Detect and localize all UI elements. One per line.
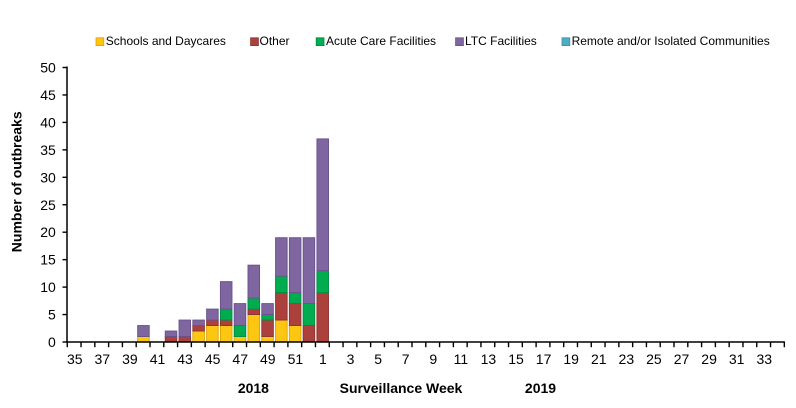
svg-text:45: 45 <box>40 87 56 103</box>
svg-text:15: 15 <box>40 252 56 268</box>
svg-text:29: 29 <box>701 351 717 367</box>
svg-text:27: 27 <box>674 351 690 367</box>
svg-text:51: 51 <box>288 351 304 367</box>
svg-text:31: 31 <box>729 351 745 367</box>
svg-text:50: 50 <box>40 60 56 76</box>
svg-text:39: 39 <box>122 351 138 367</box>
svg-text:21: 21 <box>591 351 607 367</box>
svg-text:10: 10 <box>40 279 56 295</box>
svg-text:37: 37 <box>95 351 111 367</box>
svg-text:LTC Facilities: LTC Facilities <box>465 34 537 48</box>
svg-text:Surveillance Week: Surveillance Week <box>340 380 463 396</box>
svg-text:13: 13 <box>481 351 497 367</box>
svg-text:41: 41 <box>150 351 166 367</box>
svg-text:23: 23 <box>619 351 635 367</box>
svg-text:2018: 2018 <box>238 380 269 396</box>
svg-text:40: 40 <box>40 114 56 130</box>
svg-text:5: 5 <box>374 351 382 367</box>
svg-text:17: 17 <box>536 351 552 367</box>
svg-text:47: 47 <box>232 351 248 367</box>
svg-text:9: 9 <box>429 351 437 367</box>
svg-text:5: 5 <box>48 307 56 323</box>
svg-text:Other: Other <box>260 34 290 48</box>
svg-text:25: 25 <box>646 351 662 367</box>
svg-text:25: 25 <box>40 197 56 213</box>
svg-text:35: 35 <box>40 142 56 158</box>
svg-text:3: 3 <box>347 351 355 367</box>
svg-text:Acute Care Facilities: Acute Care Facilities <box>326 34 436 48</box>
svg-text:15: 15 <box>508 351 524 367</box>
svg-text:7: 7 <box>402 351 410 367</box>
svg-text:Number of outbreaks: Number of outbreaks <box>8 111 24 252</box>
svg-text:30: 30 <box>40 169 56 185</box>
svg-text:11: 11 <box>454 351 469 367</box>
svg-text:1: 1 <box>319 351 327 367</box>
svg-text:Schools and Daycares: Schools and Daycares <box>106 34 226 48</box>
svg-text:43: 43 <box>177 351 193 367</box>
svg-text:45: 45 <box>205 351 221 367</box>
svg-text:49: 49 <box>260 351 276 367</box>
svg-text:20: 20 <box>40 224 56 240</box>
svg-text:33: 33 <box>756 351 772 367</box>
svg-text:19: 19 <box>563 351 579 367</box>
svg-text:Remote and/or Isolated Communi: Remote and/or Isolated Communities <box>572 34 770 48</box>
svg-text:35: 35 <box>67 351 83 367</box>
svg-text:0: 0 <box>48 334 56 350</box>
svg-text:2019: 2019 <box>525 380 556 396</box>
